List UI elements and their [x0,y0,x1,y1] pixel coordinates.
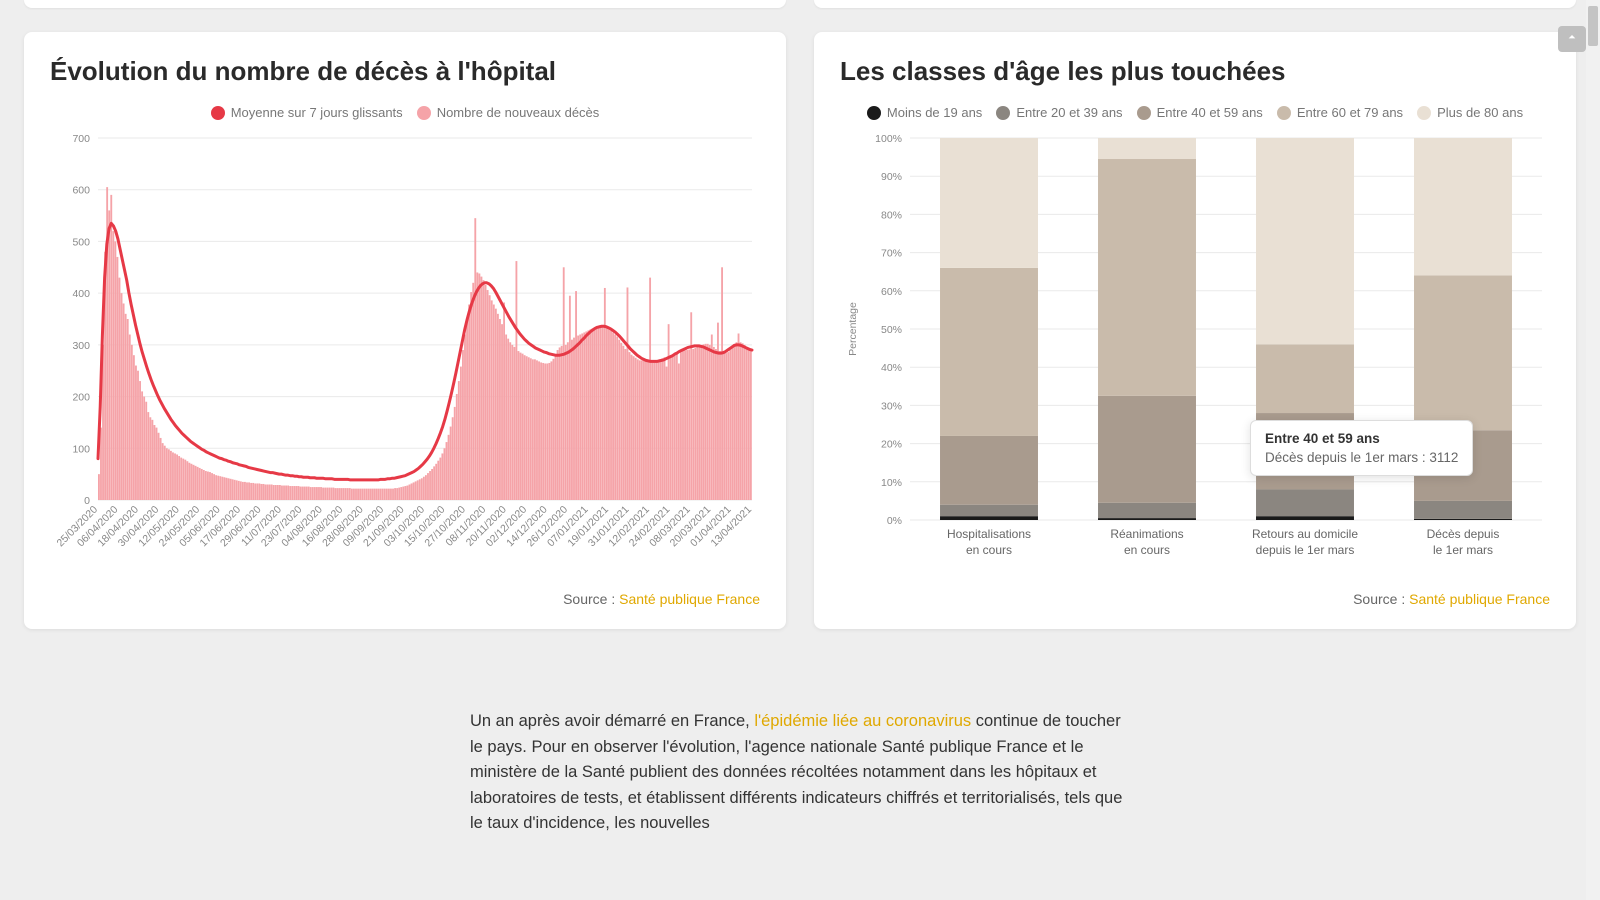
scrollbar-thumb[interactable] [1588,6,1598,46]
legend-label: Entre 20 et 39 ans [1016,105,1122,120]
card-stub [814,0,1576,8]
svg-text:40%: 40% [881,362,902,374]
ages-chart[interactable]: 0% 10% 20% 30% 40% 50% 60% 70% 80% 90% 100% Percent… [840,128,1550,573]
svg-text:100: 100 [72,443,90,455]
card-title: Évolution du nombre de décès à l'hôpital [50,56,760,87]
svg-text:30%: 30% [881,400,902,412]
svg-text:10%: 10% [881,477,902,489]
legend-item[interactable]: Entre 60 et 79 ans [1277,105,1403,120]
scrollbar[interactable] [1586,0,1600,900]
source-prefix: Source : [1353,591,1409,607]
legend-swatch [1137,106,1151,120]
svg-text:Retours au domicile: Retours au domicile [1252,527,1358,541]
legend-swatch [1417,106,1431,120]
legend-label: Plus de 80 ans [1437,105,1523,120]
legend-swatch [211,106,225,120]
legend-item[interactable]: Moyenne sur 7 jours glissants [211,105,403,120]
svg-text:20%: 20% [881,439,902,451]
legend-label: Nombre de nouveaux décès [437,105,600,120]
article-paragraph: Un an après avoir démarré en France, l'é… [470,709,1130,837]
chevron-up-icon [1564,29,1580,50]
card-title: Les classes d'âge les plus touchées [840,56,1550,87]
deaths-chart[interactable]: 010020030040050060070025/03/202006/04/20… [50,128,760,573]
card-deaths: Évolution du nombre de décès à l'hôpital… [24,32,786,629]
svg-text:Réanimations: Réanimations [1110,527,1183,541]
svg-text:700: 700 [72,133,90,145]
legend-item[interactable]: Nombre de nouveaux décès [417,105,600,120]
article-text: continue de toucher le pays. Pour en obs… [470,712,1122,832]
legend-label: Moyenne sur 7 jours glissants [231,105,403,120]
svg-text:70%: 70% [881,248,902,260]
source-line: Source : Santé publique France [840,591,1550,607]
card-ages: Les classes d'âge les plus touchées Moin… [814,32,1576,629]
legend-item[interactable]: Plus de 80 ans [1417,105,1523,120]
legend-label: Entre 40 et 59 ans [1157,105,1263,120]
article-text: Un an après avoir démarré en France, [470,712,754,730]
svg-text:en cours: en cours [1124,543,1170,557]
svg-text:Percentage: Percentage [847,302,859,356]
svg-text:le 1er mars: le 1er mars [1433,543,1493,557]
svg-text:en cours: en cours [966,543,1012,557]
legend-swatch [867,106,881,120]
svg-text:0%: 0% [887,515,902,527]
legend-item[interactable]: Entre 40 et 59 ans [1137,105,1263,120]
svg-text:400: 400 [72,288,90,300]
svg-text:600: 600 [72,185,90,197]
svg-text:200: 200 [72,392,90,404]
svg-text:Décès depuis: Décès depuis [1427,527,1500,541]
legend-swatch [417,106,431,120]
svg-text:depuis le 1er mars: depuis le 1er mars [1256,543,1355,557]
article-link[interactable]: l'épidémie liée au coronavirus [754,712,971,730]
card-stub [24,0,786,8]
legend-item[interactable]: Entre 20 et 39 ans [996,105,1122,120]
source-link[interactable]: Santé publique France [619,591,760,607]
source-line: Source : Santé publique France [50,591,760,607]
svg-text:90%: 90% [881,171,902,183]
legend-label: Moins de 19 ans [887,105,982,120]
svg-text:Hospitalisations: Hospitalisations [947,527,1031,541]
legend: Moins de 19 ans Entre 20 et 39 ans Entre 4… [840,105,1550,120]
source-prefix: Source : [563,591,619,607]
legend: Moyenne sur 7 jours glissants Nombre de n… [50,105,760,120]
legend-swatch [1277,106,1291,120]
legend-item[interactable]: Moins de 19 ans [867,105,982,120]
scroll-top-button[interactable] [1558,26,1586,52]
svg-text:500: 500 [72,236,90,248]
svg-text:80%: 80% [881,209,902,221]
legend-label: Entre 60 et 79 ans [1297,105,1403,120]
source-link[interactable]: Santé publique France [1409,591,1550,607]
svg-text:100%: 100% [875,133,902,145]
svg-text:60%: 60% [881,286,902,298]
legend-swatch [996,106,1010,120]
svg-text:50%: 50% [881,324,902,336]
svg-text:300: 300 [72,340,90,352]
